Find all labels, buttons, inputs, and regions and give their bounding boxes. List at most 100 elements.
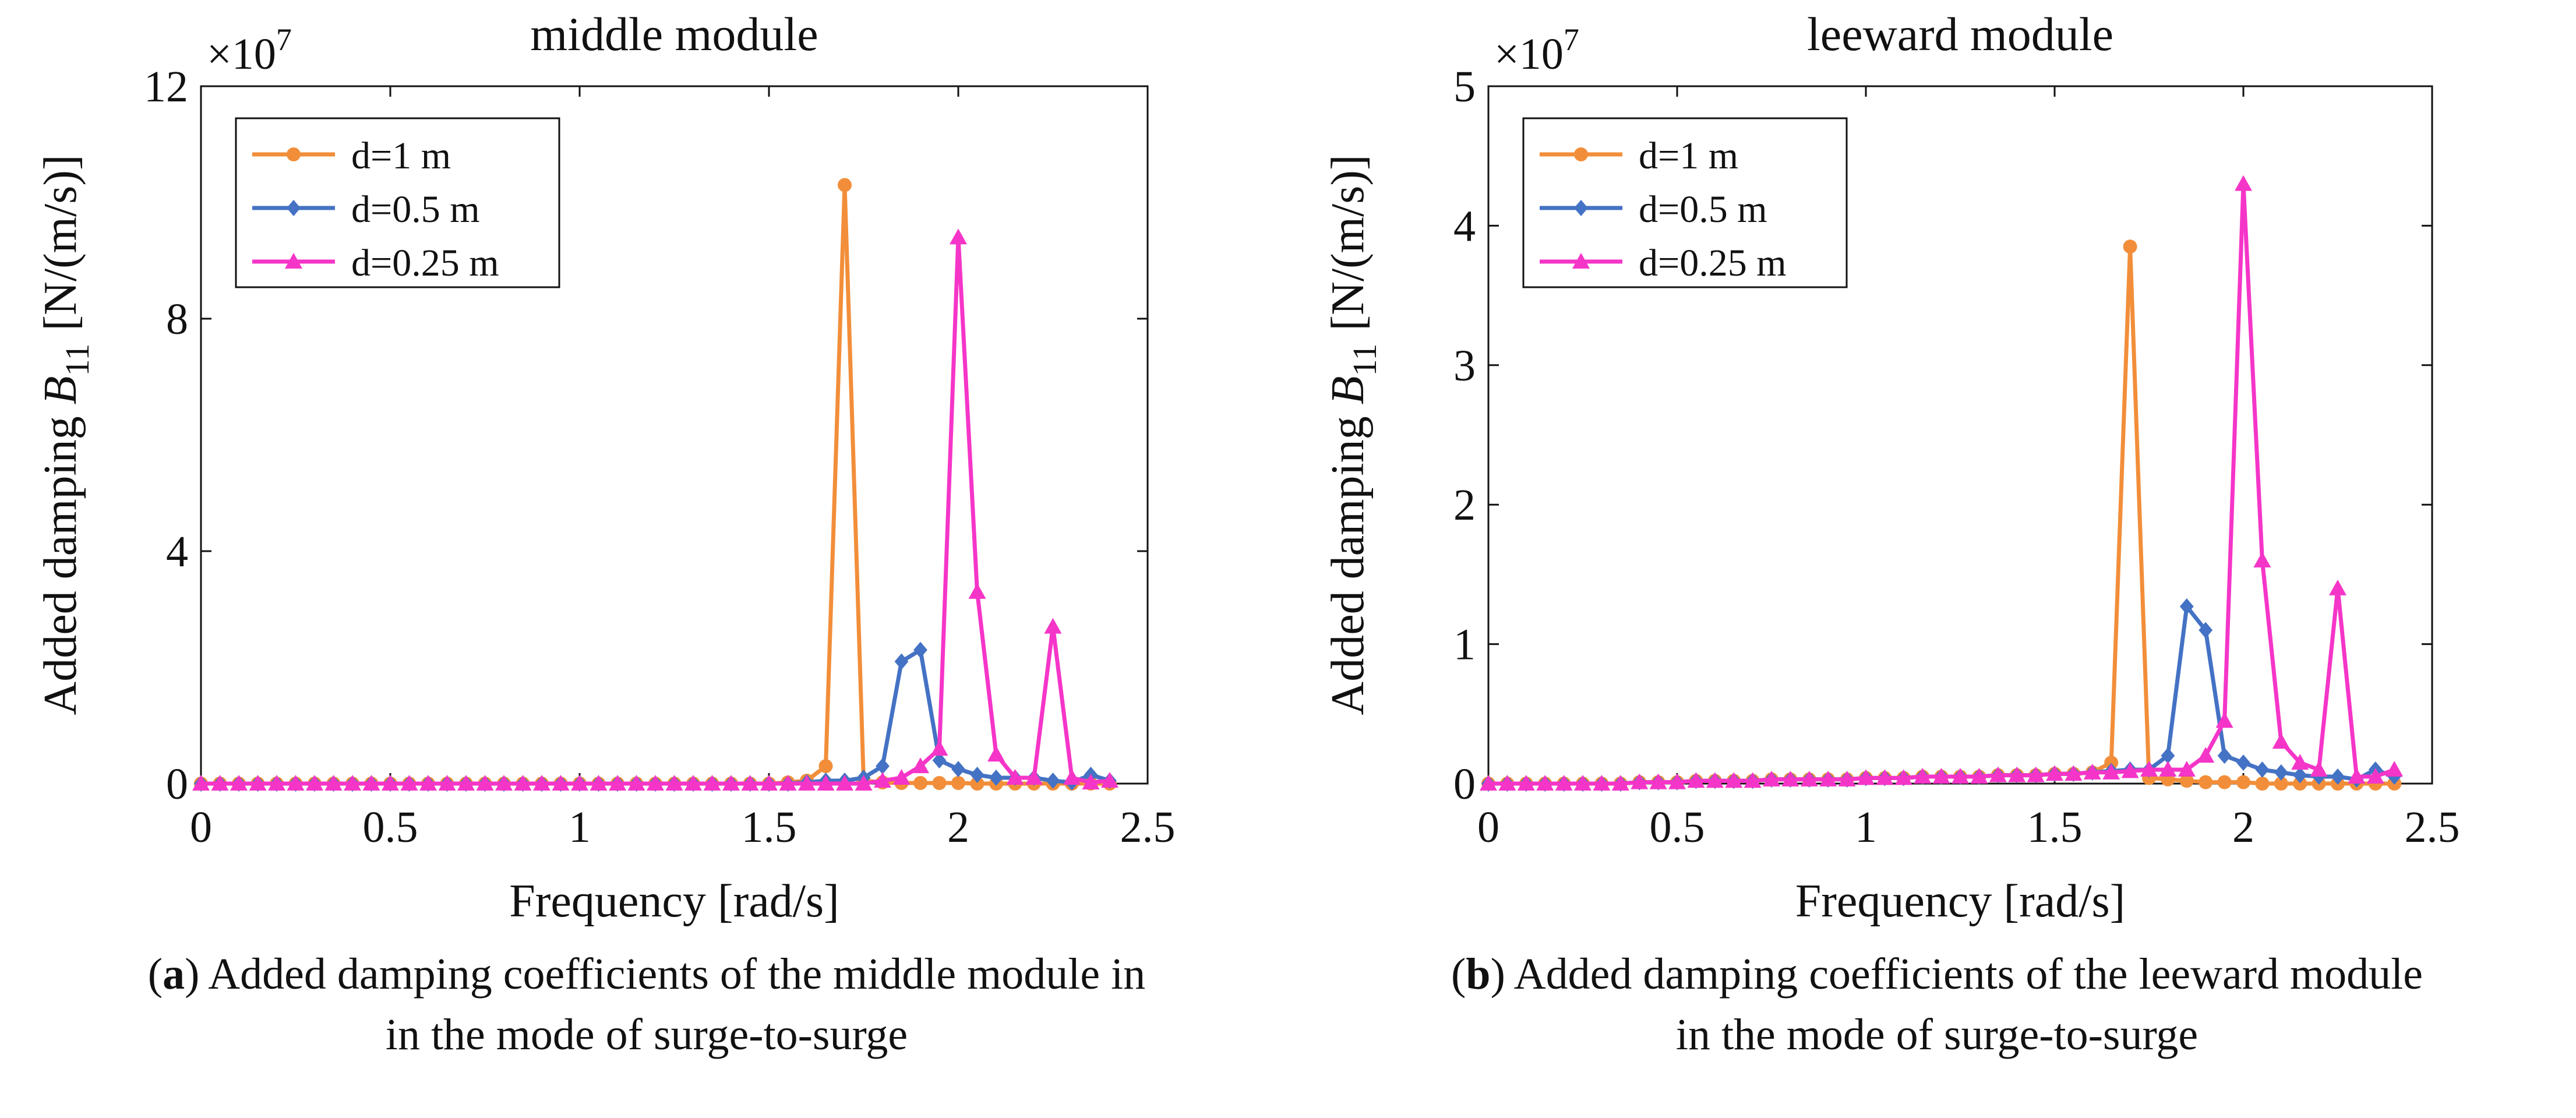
y-tick-label: 8	[166, 295, 188, 344]
data-point	[1668, 773, 1686, 789]
data-point	[913, 776, 927, 791]
data-point	[627, 775, 645, 791]
legend-label-2: d=0.25 m	[351, 242, 499, 284]
data-point	[970, 777, 984, 791]
caption-b-line2: in the mode of surge-to-surge	[1675, 1010, 2199, 1059]
legend-label-1: d=0.5 m	[351, 188, 480, 231]
data-point	[2123, 239, 2137, 254]
data-point	[211, 775, 229, 791]
data-point	[2197, 747, 2215, 763]
data-point	[892, 769, 911, 785]
x-tick-label: 0	[1477, 803, 1499, 852]
data-point	[1631, 773, 1649, 789]
x-tick-label: 0.5	[1650, 803, 1705, 852]
data-point	[2083, 763, 2101, 780]
y-axis-label-text: Added damping	[35, 404, 86, 715]
caption-b-line1: Added damping coefficients of the leewar…	[1505, 950, 2423, 999]
y-tick-label: 2	[1453, 481, 1476, 530]
data-point	[362, 775, 380, 791]
legend-a: d=1 m d=0.5 m d=0.25 m	[235, 117, 560, 288]
y-tick-label: 0	[166, 760, 188, 809]
data-point	[968, 583, 986, 599]
legend-marker-0	[1574, 147, 1588, 161]
data-point	[1082, 774, 1100, 790]
x-tick-label: 2	[947, 803, 969, 852]
y-tick-label: 12	[144, 62, 188, 111]
x-axis-label-a: Frequency [rad/s]	[509, 876, 839, 927]
y-axis-label-a: Added damping B11 [N/(m/s)]	[35, 154, 96, 715]
chart-b: 0 0.5 1 1.5 2 2.5 0 1 2 3 4 5 ×107 leeward module Freq…	[1322, 8, 2460, 927]
series-line-d=0.25 m	[201, 235, 1110, 786]
data-point	[874, 772, 891, 788]
data-point	[1649, 773, 1667, 789]
caption-b-label: b	[1466, 950, 1491, 999]
data-point	[2178, 761, 2196, 777]
series-line-d=0.5 m	[1488, 604, 2395, 786]
data-point	[1574, 775, 1592, 791]
legend-box	[235, 117, 560, 288]
data-point	[1536, 775, 1554, 791]
data-point	[2274, 777, 2288, 791]
legend-marker-1	[287, 200, 301, 216]
data-point	[419, 775, 437, 791]
data-point	[2215, 712, 2233, 728]
data-point	[2331, 768, 2345, 785]
data-point	[817, 775, 835, 791]
series-line-d=0.5 m	[201, 648, 1111, 786]
legend-marker-0	[287, 147, 301, 161]
data-point	[1611, 775, 1629, 791]
data-point	[818, 759, 833, 774]
data-point	[684, 775, 702, 791]
data-point	[2217, 775, 2232, 789]
data-point	[647, 775, 664, 791]
y-axis-label-text: Added damping	[1322, 404, 1374, 715]
chart-a: 0 0.5 1 1.5 2 2.5 0 4 8 12 ×107 middle module Freque…	[35, 8, 1176, 927]
data-point	[2255, 761, 2270, 778]
y-axis-label-unit: [N/(m/s)]	[1322, 154, 1374, 330]
data-point	[987, 746, 1005, 762]
data-point	[1744, 772, 1762, 788]
y-axis-label-symbol: B	[1322, 376, 1374, 404]
series-b-2	[1480, 175, 2404, 791]
data-point	[2217, 747, 2232, 764]
data-point	[382, 775, 399, 791]
y-axis-label-b: Added damping B11 [N/(m/s)]	[1322, 154, 1384, 715]
data-point	[1989, 766, 2007, 782]
data-point	[703, 775, 721, 791]
legend-label-1: d=0.5 m	[1639, 188, 1767, 231]
x-tick-label: 0	[190, 803, 212, 852]
data-point	[2310, 761, 2328, 777]
data-point	[951, 776, 965, 791]
caption-a-line2: in the mode of surge-to-surge	[385, 1010, 908, 1059]
x-tick-label: 2.5	[1120, 803, 1176, 852]
data-point	[1914, 768, 1932, 784]
caption-a-line1: Added damping coefficients of the middle…	[199, 950, 1146, 999]
data-point	[2329, 579, 2346, 595]
data-point	[2008, 766, 2026, 782]
data-point	[741, 775, 759, 791]
x-tick-label: 1	[1855, 803, 1877, 852]
data-point	[552, 775, 570, 791]
data-point	[1101, 772, 1118, 788]
data-point	[1800, 770, 1818, 787]
legend-marker-1	[1574, 200, 1588, 216]
data-point	[1006, 769, 1024, 785]
y-tick-label: 1	[1453, 620, 1476, 669]
data-point	[722, 775, 740, 791]
data-point	[2065, 765, 2083, 781]
legend-label-2: d=0.25 m	[1639, 242, 1787, 284]
data-point	[1706, 772, 1724, 788]
data-point	[2161, 747, 2175, 764]
y-tick-label: 4	[166, 527, 188, 576]
data-point	[838, 178, 852, 192]
y-axis-label-symbol: B	[35, 376, 86, 404]
data-point	[2348, 768, 2366, 784]
x-axis-label-b: Frequency [rad/s]	[1795, 876, 2125, 927]
data-point	[306, 775, 323, 791]
legend-box	[1522, 117, 1848, 288]
y-tick-label: 3	[1453, 341, 1476, 390]
y-tick-label: 4	[1453, 202, 1476, 251]
data-point	[1593, 775, 1611, 791]
data-point	[913, 641, 927, 658]
